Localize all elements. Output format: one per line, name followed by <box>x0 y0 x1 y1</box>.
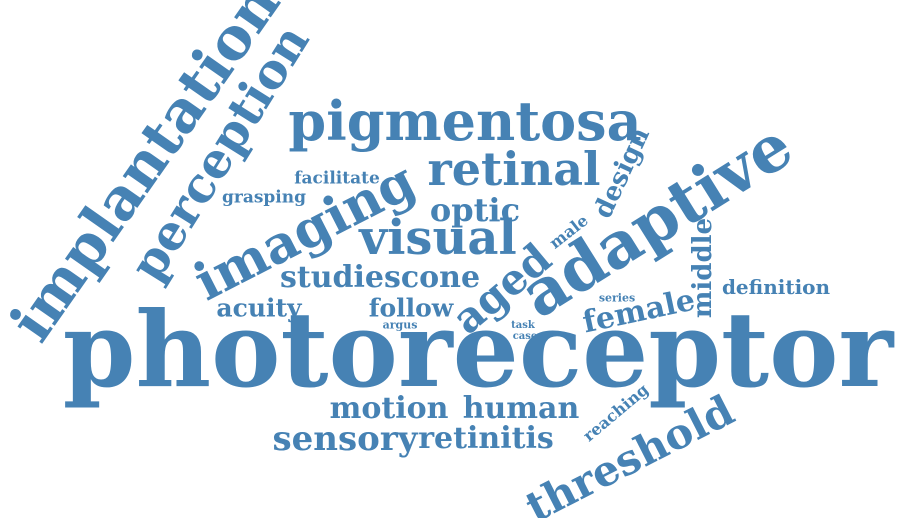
word-definition: definition <box>721 275 831 299</box>
word-acuity: acuity <box>216 293 302 323</box>
word-middle: middle <box>688 217 718 319</box>
word-argus: argus <box>382 318 418 332</box>
word-studiescone: studiescone <box>279 260 481 295</box>
word-series: series <box>598 291 636 305</box>
word-retinitis: retinitis <box>418 421 554 456</box>
word-retinal: retinal <box>427 142 601 196</box>
word-task: task <box>511 320 535 331</box>
word-photoreceptor: photoreceptor <box>62 288 894 411</box>
word-pigmentosa: pigmentosa <box>288 89 642 153</box>
word-visual: visual <box>359 210 517 266</box>
word-case: case <box>512 331 538 342</box>
word-motion: motion <box>329 391 449 426</box>
word-human: human <box>462 391 580 426</box>
word-grasping: grasping <box>221 187 307 208</box>
word-follow: follow <box>368 293 454 323</box>
word-optic: optic <box>429 191 521 229</box>
word-facilitate: facilitate <box>294 168 380 189</box>
word-sensory: sensory <box>272 419 418 459</box>
